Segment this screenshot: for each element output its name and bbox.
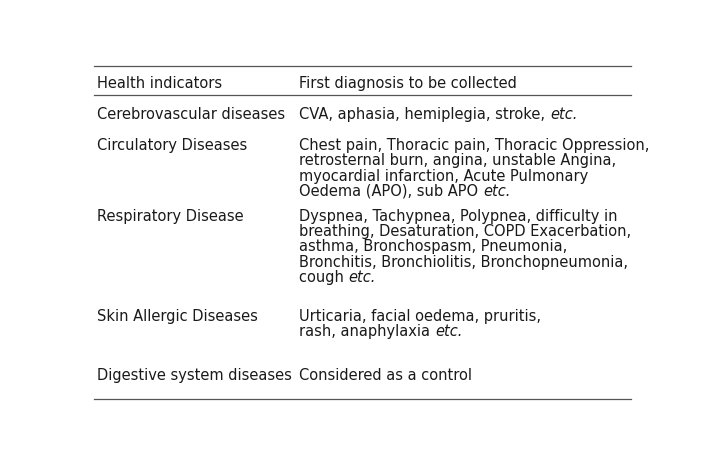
Text: Urticaria, facial oedema, pruritis,: Urticaria, facial oedema, pruritis, (299, 309, 542, 324)
Text: etc.: etc. (349, 270, 376, 285)
Text: Chest pain, Thoracic pain, Thoracic Oppression,: Chest pain, Thoracic pain, Thoracic Oppr… (299, 138, 650, 153)
Text: Respiratory Disease: Respiratory Disease (97, 209, 243, 224)
Text: CVA, aphasia, hemiplegia, stroke,: CVA, aphasia, hemiplegia, stroke, (299, 107, 550, 122)
Text: etc.: etc. (550, 107, 578, 122)
Text: First diagnosis to be collected: First diagnosis to be collected (299, 76, 518, 91)
Text: rash, anaphylaxia: rash, anaphylaxia (299, 324, 435, 339)
Text: Digestive system diseases: Digestive system diseases (97, 368, 291, 383)
Text: etc.: etc. (435, 324, 462, 339)
Text: retrosternal burn, angina, unstable Angina,: retrosternal burn, angina, unstable Angi… (299, 154, 617, 168)
Text: asthma, Bronchospasm, Pneumonia,: asthma, Bronchospasm, Pneumonia, (299, 239, 568, 254)
Text: Bronchitis, Bronchiolitis, Bronchopneumonia,: Bronchitis, Bronchiolitis, Bronchopneumo… (299, 254, 629, 269)
Text: Considered as a control: Considered as a control (299, 368, 472, 383)
Text: Dyspnea, Tachypnea, Polypnea, difficulty in: Dyspnea, Tachypnea, Polypnea, difficulty… (299, 209, 618, 224)
Text: Cerebrovascular diseases: Cerebrovascular diseases (97, 107, 285, 122)
Text: etc.: etc. (483, 184, 510, 199)
Text: cough: cough (299, 270, 349, 285)
Text: Circulatory Diseases: Circulatory Diseases (97, 138, 247, 153)
Text: Oedema (APO), sub APO: Oedema (APO), sub APO (299, 184, 483, 199)
Text: myocardial infarction, Acute Pulmonary: myocardial infarction, Acute Pulmonary (299, 169, 588, 184)
Text: breathing, Desaturation, COPD Exacerbation,: breathing, Desaturation, COPD Exacerbati… (299, 224, 631, 239)
Text: Health indicators: Health indicators (97, 76, 222, 91)
Text: Skin Allergic Diseases: Skin Allergic Diseases (97, 309, 257, 324)
